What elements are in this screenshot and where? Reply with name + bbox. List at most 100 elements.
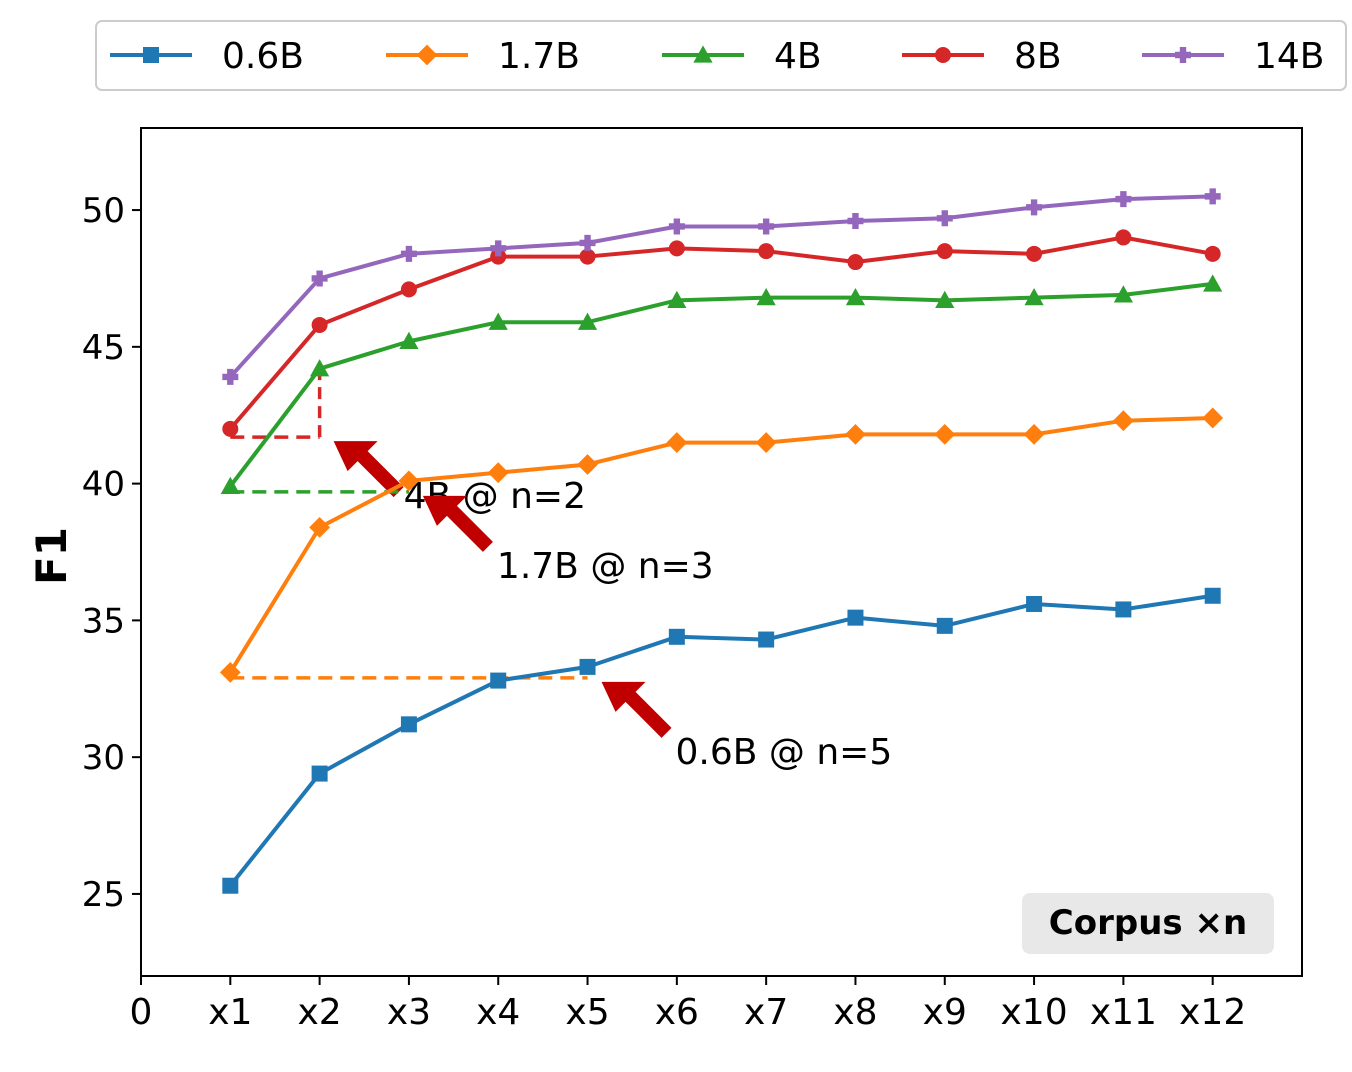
series-8B (222, 229, 1221, 437)
annotation-label: 0.6B @ n=5 (676, 732, 893, 773)
corpus-badge: Corpus ×n (1022, 893, 1274, 954)
y-axis-label: F1 (27, 527, 76, 585)
y-tick-label: 30 (82, 738, 125, 778)
data-point (668, 218, 685, 235)
x-tick-label: x10 (1001, 992, 1068, 1033)
y-axis: 25 30 35 40 45 50 (82, 191, 141, 915)
data-point (1115, 191, 1132, 208)
series-line (228, 415, 1213, 674)
data-point (1023, 423, 1045, 445)
series-layer (219, 188, 1224, 894)
legend-swatch-marker (935, 47, 951, 63)
legend-swatch-marker (143, 47, 159, 63)
annotation-arrow (422, 495, 493, 552)
data-point (845, 423, 866, 445)
x-tick-label: 0 (130, 992, 153, 1033)
y-tick-label: 25 (82, 875, 125, 915)
series-line (228, 281, 1213, 488)
data-point (667, 290, 687, 309)
y-tick-label: 40 (82, 465, 125, 505)
data-point (1024, 288, 1044, 306)
annotation-arrow-shape (601, 681, 672, 738)
data-point (487, 462, 509, 484)
data-point (668, 240, 685, 257)
data-point (668, 628, 685, 645)
data-point (1204, 587, 1221, 604)
annotation-label: 1.7B @ n=3 (497, 546, 714, 587)
data-point (309, 516, 331, 538)
series-1.7B (219, 407, 1224, 683)
series-line (228, 235, 1214, 431)
data-point (579, 234, 596, 251)
annotation-arrow (601, 681, 672, 738)
data-point (222, 368, 239, 385)
series-14B (222, 188, 1221, 385)
legend-label: 4B (774, 36, 822, 77)
series-line (228, 593, 1213, 887)
legend-swatch-marker (416, 44, 438, 66)
legend-item-0.6B: 0.6B (110, 36, 304, 77)
x-tick-label: x3 (387, 992, 431, 1033)
corpus-badge-label: Corpus ×n (1049, 903, 1247, 943)
data-point (936, 617, 953, 634)
data-point (1026, 199, 1043, 216)
x-tick-label: x5 (565, 992, 609, 1033)
data-point (666, 432, 688, 453)
data-point (490, 672, 507, 689)
series-4B (220, 274, 1223, 495)
data-point (1115, 601, 1132, 618)
legend: 0.6B 1.7B 4B 8B 14B (95, 20, 1347, 91)
data-point (311, 270, 328, 287)
series-line (228, 194, 1213, 379)
data-point (400, 245, 417, 262)
data-point (1026, 595, 1043, 612)
x-tick-label: x7 (744, 992, 788, 1033)
data-point (1112, 410, 1134, 432)
data-point (222, 877, 239, 894)
data-point (934, 423, 956, 445)
y-tick-label: 45 (82, 328, 125, 368)
data-point (1202, 407, 1224, 429)
data-point (936, 243, 953, 260)
x-axis: 0 x1 x2 x3 x4 x5 x6 x7 x8 x9 x10 x11 x12 (130, 976, 1246, 1033)
data-point (847, 609, 864, 626)
data-point (755, 432, 777, 453)
data-point (1204, 245, 1221, 262)
x-tick-label: x4 (476, 992, 520, 1033)
data-point (936, 210, 953, 227)
data-point (577, 312, 598, 330)
x-tick-label: x9 (923, 992, 967, 1033)
legend-label: 8B (1014, 36, 1062, 77)
data-point (488, 312, 508, 330)
x-tick-label: x1 (208, 992, 252, 1033)
data-point (310, 359, 330, 377)
data-point (847, 254, 864, 271)
legend-item-4B: 4B (662, 36, 822, 77)
data-point (579, 248, 596, 265)
data-point (1203, 274, 1223, 292)
data-point (490, 240, 507, 257)
series-0.6B (222, 587, 1221, 894)
y-tick-label: 35 (82, 601, 125, 641)
x-tick-label: x12 (1179, 992, 1246, 1033)
annotations: 4B @ n=21.7B @ n=30.6B @ n=5 (230, 368, 893, 773)
data-point (219, 661, 241, 683)
annotation-arrow-shape (422, 495, 493, 552)
data-point (311, 316, 328, 333)
data-point (1113, 285, 1133, 303)
x-tick-label: x6 (655, 992, 699, 1033)
corpus-badge-box (1022, 893, 1274, 954)
data-point (847, 213, 864, 230)
data-point (220, 476, 240, 495)
data-point (756, 288, 776, 306)
data-point (1204, 188, 1221, 205)
data-point (845, 288, 866, 306)
x-tick-label: x11 (1090, 992, 1157, 1033)
legend-label: 14B (1254, 36, 1325, 77)
legend-label: 1.7B (498, 36, 580, 77)
data-point (935, 290, 955, 309)
plot-area (140, 127, 1303, 977)
data-point (400, 716, 417, 733)
legend-item-8B: 8B (902, 36, 1062, 77)
